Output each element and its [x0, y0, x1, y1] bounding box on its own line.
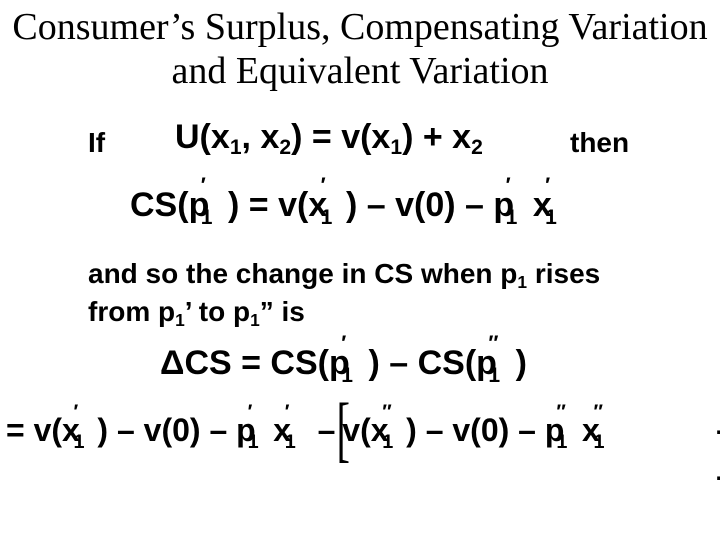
- eq-sub: 1: [341, 364, 353, 388]
- eq-text: CS(: [130, 186, 189, 224]
- eq-text: CS(: [418, 344, 477, 382]
- eq-var: x1″: [582, 412, 600, 449]
- eq-var: x1′: [533, 186, 552, 225]
- eq-text: =: [232, 344, 271, 382]
- eq-var: x1′: [273, 412, 291, 449]
- slide: Consumer’s Surplus, Compensating Variati…: [0, 0, 720, 540]
- eq-text: ): [406, 412, 417, 448]
- eq-text: +: [413, 118, 452, 156]
- para-sub: 1: [517, 272, 527, 292]
- eq-text: x: [452, 118, 471, 156]
- eq-sup: ′: [506, 174, 511, 198]
- if-label: If: [88, 127, 105, 159]
- eq-sub: 1: [321, 206, 333, 230]
- equation-utility: U(x1, x2) = v(x1) + x2: [175, 118, 483, 160]
- eq-text: CS(: [270, 344, 329, 382]
- slide-title: Consumer’s Surplus, Compensating Variati…: [0, 6, 720, 93]
- eq-sup: ″: [556, 401, 566, 424]
- equation-delta-cs: ΔCS = CS(p1′) – CS(p1″): [160, 344, 527, 383]
- eq-text: –: [357, 186, 395, 224]
- eq-sub: 1: [285, 431, 296, 454]
- para-sub: 1: [175, 309, 185, 329]
- eq-sup: ″: [594, 401, 604, 424]
- eq-sub: 2: [279, 136, 291, 159]
- eq-sup: ′: [285, 401, 290, 424]
- eq-sup: ′: [545, 174, 550, 198]
- eq-text: x: [371, 118, 390, 156]
- paragraph-change: and so the change in CS when p1 rises fr…: [88, 256, 668, 331]
- eq-text: v(0): [144, 412, 201, 448]
- eq-text: ΔCS: [160, 344, 232, 382]
- eq-sub: 1: [594, 431, 605, 454]
- eq-sub: 1: [201, 206, 213, 230]
- eq-text: ): [402, 118, 413, 156]
- eq-sub: 1: [248, 431, 259, 454]
- cropped-bracket-bottom: -: [716, 460, 720, 494]
- eq-text: ): [228, 186, 239, 224]
- eq-sub: 2: [471, 136, 483, 159]
- eq-sup: ″: [382, 401, 392, 424]
- eq-text: =: [239, 186, 278, 224]
- eq-text: v(: [278, 186, 308, 224]
- eq-var: p1′: [493, 186, 514, 225]
- eq-sup: ″: [488, 332, 498, 356]
- equation-cs: CS(p1′) = v(x1′) – v(0) – p1′x1′: [130, 186, 552, 225]
- eq-text: =: [6, 412, 34, 448]
- eq-text: U(: [175, 118, 211, 156]
- eq-sub: 1: [74, 431, 85, 454]
- para-text: and so the change in CS when p: [88, 258, 517, 289]
- eq-var: p1′: [236, 412, 256, 449]
- eq-text: –: [509, 412, 545, 448]
- eq-var: p1″: [545, 412, 565, 449]
- para-text: rises: [527, 258, 600, 289]
- eq-var: p1′: [329, 344, 350, 383]
- eq-sub: 1: [545, 206, 557, 230]
- eq-text: –: [201, 412, 237, 448]
- eq-var: x1″: [371, 412, 389, 449]
- eq-sup: ′: [74, 401, 79, 424]
- eq-text: –: [417, 412, 453, 448]
- eq-text: x: [211, 118, 230, 156]
- eq-text: ): [97, 412, 108, 448]
- eq-sup: ′: [248, 401, 253, 424]
- eq-sub: 1: [506, 206, 518, 230]
- eq-text: v(: [341, 118, 371, 156]
- eq-sup: ′: [341, 332, 346, 356]
- para-sub: 1: [250, 309, 260, 329]
- eq-sup: ′: [201, 174, 206, 198]
- eq-var: x1′: [308, 186, 327, 225]
- eq-sup: ′: [321, 174, 326, 198]
- equation-expanded: = v(x1′) – v(0) – p1′x1′ – [v(x1″) – v(0…: [6, 412, 600, 449]
- eq-sub: 1: [382, 431, 393, 454]
- eq-sub: 1: [230, 136, 242, 159]
- eq-var: x1′: [62, 412, 80, 449]
- para-text: ’ to p: [185, 296, 250, 327]
- eq-text: ): [516, 344, 527, 382]
- then-label: then: [570, 127, 629, 159]
- para-text: ” is: [260, 296, 305, 327]
- eq-sub: 1: [488, 364, 500, 388]
- eq-text: –: [380, 344, 418, 382]
- eq-text: ) =: [291, 118, 341, 156]
- eq-text: ): [346, 186, 357, 224]
- eq-text: v(0): [452, 412, 509, 448]
- eq-text: x: [260, 118, 279, 156]
- eq-sub: 1: [556, 431, 567, 454]
- eq-text: v(: [34, 412, 62, 448]
- eq-text: ): [368, 344, 379, 382]
- cropped-bracket-top: -: [716, 414, 720, 448]
- eq-var: p1′: [189, 186, 210, 225]
- eq-text: –: [108, 412, 144, 448]
- eq-sub: 1: [390, 136, 402, 159]
- eq-text: –: [456, 186, 494, 224]
- para-text: from p: [88, 296, 175, 327]
- eq-var: p1″: [476, 344, 497, 383]
- eq-text: v(0): [395, 186, 455, 224]
- eq-text: ,: [242, 118, 261, 156]
